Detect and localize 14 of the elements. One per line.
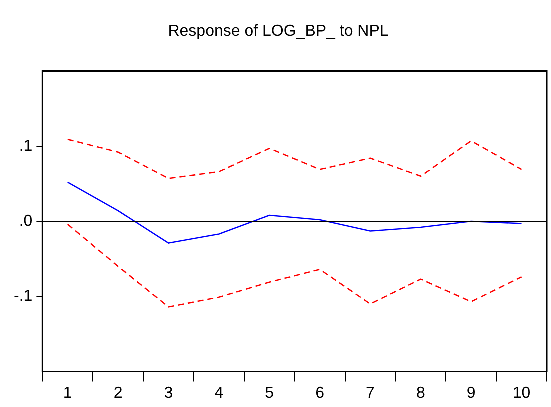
y-tick-label: .1 xyxy=(19,138,33,155)
x-tick-label: 7 xyxy=(366,384,376,402)
x-tick-label: 2 xyxy=(114,384,123,402)
x-tick-label: 10 xyxy=(512,384,531,402)
y-tick-label: .0 xyxy=(19,212,33,230)
chart-title: Response of LOG_BP_ to NPL xyxy=(168,23,389,40)
x-tick-label: 8 xyxy=(416,384,426,402)
x-tick-label: 9 xyxy=(466,384,476,402)
y-tick-label: -.1 xyxy=(14,288,33,306)
x-tick-label: 3 xyxy=(164,384,174,402)
x-tick-label: 6 xyxy=(316,384,325,402)
x-tick-label: 1 xyxy=(63,384,72,402)
x-tick-label: 4 xyxy=(214,384,224,402)
x-tick-label: 5 xyxy=(265,384,274,402)
